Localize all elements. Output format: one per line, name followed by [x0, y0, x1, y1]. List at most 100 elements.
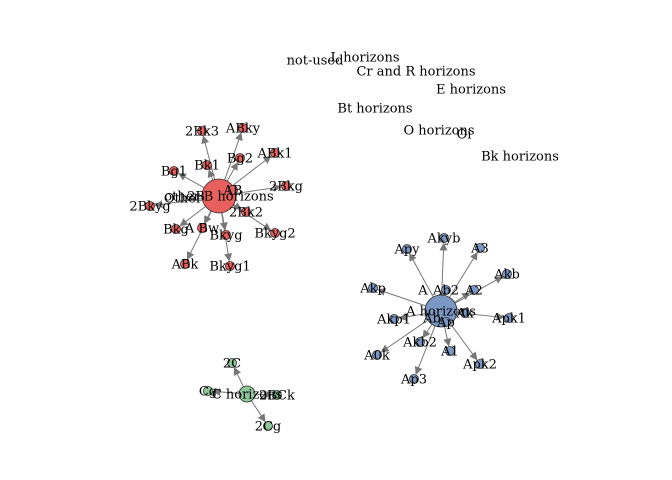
edge-a_hor-to-Apk2 — [450, 323, 478, 361]
node-layer — [145, 123, 514, 431]
edge-c_hor-to-Cg — [212, 387, 240, 396]
edge-a_hor-to-Akyb — [439, 242, 448, 296]
leaf-label-Apy: Apy — [393, 243, 420, 258]
leaf-node-A3 — [475, 243, 485, 253]
leaf-node-2Bkg — [281, 181, 291, 191]
leaf-label-Akb: Akb — [493, 268, 520, 283]
leaf-label-Akp: Akp — [359, 282, 386, 297]
leaf-label-A2: A2 — [464, 284, 483, 299]
edge-a_hor-to-A2 — [454, 292, 471, 303]
leaf-label-ABw: A Bw — [184, 222, 219, 237]
leaf-label-Ap3: Ap3 — [400, 373, 427, 388]
leaf-node-ABw — [197, 223, 207, 233]
leaf-label-Apk1: Apk1 — [491, 312, 526, 327]
edge-other_b-to-Bg2 — [226, 161, 238, 182]
leaf-node-2Cg — [263, 421, 273, 431]
edge-c_hor-to-2C — [233, 367, 244, 388]
leaf-label-Bg2: Bg2 — [227, 152, 253, 167]
edge-other_b-to-2Bk2 — [233, 202, 243, 210]
overlap-label-a_ab: Ab — [422, 312, 441, 327]
leaf-node-Bg2 — [235, 153, 245, 163]
leaf-node-2Bkyg — [145, 201, 155, 211]
leaf-node-Apy — [402, 244, 412, 254]
leaf-label-Akyb: Akyb — [427, 232, 461, 247]
isolated-node-label-o_hor: O horizons — [403, 124, 474, 139]
edge-a_hor-to-A3 — [448, 251, 478, 298]
leaf-node-A2 — [469, 285, 479, 295]
edge-a_hor-to-Akp1 — [398, 312, 426, 321]
edge-a_hor-to-Ap3 — [414, 325, 436, 375]
hub-node-other_b — [201, 178, 237, 214]
leaf-label-Apk2: Apk2 — [462, 358, 497, 373]
leaf-label-Bkyg2: Bkyg2 — [254, 227, 295, 242]
isolated-node-label-bt_hor: Bt horizons — [337, 102, 412, 117]
edge-a_hor-to-Apy — [409, 252, 434, 298]
leaf-node-Ap — [441, 317, 451, 327]
leaf-node-A0k — [372, 350, 382, 360]
leaf-node-2Bk3 — [197, 126, 207, 136]
isolated-node-label-bk_hor: Bk horizons — [481, 150, 559, 165]
isolated-node-label-cr_r: Cr and R horizons — [356, 65, 475, 80]
edge-c_hor-to-2Ck — [254, 390, 273, 399]
leaf-node-Apk1 — [504, 313, 514, 323]
edge-other_b-to-2Bkyg — [154, 197, 203, 209]
leaf-node-Akp1 — [389, 314, 399, 324]
leaf-node-Cg — [203, 386, 213, 396]
leaf-node-Bkg — [171, 224, 181, 234]
leaf-node-Bkyg2 — [270, 228, 280, 238]
overlap-label-other_tag: Other — [164, 192, 203, 207]
edge-a_hor-to-Akp — [377, 288, 427, 307]
leaf-label-Ab2: Ab2 — [432, 284, 459, 299]
leaf-node-Apk2 — [475, 359, 485, 369]
leaf-node-Ak — [460, 308, 470, 318]
leaf-node-Bkyg1 — [225, 261, 235, 271]
leaf-node-Bk1 — [202, 160, 212, 170]
leaf-node-Akyb — [439, 233, 449, 243]
leaf-label-2Cg: 2Cg — [255, 420, 282, 435]
edge-a_hor-to-Akb2 — [422, 323, 433, 339]
leaf-label-Bk1: Bk1 — [194, 159, 220, 174]
leaf-label-ABk: ABk — [171, 258, 199, 273]
leaf-label-Ap: Ap — [436, 316, 455, 331]
leaf-node-ABky — [238, 123, 248, 133]
leaf-label-Bkyg: Bkyg — [209, 229, 242, 244]
overlap-label-a_small: A — [417, 284, 428, 299]
leaf-node-ABk1 — [270, 148, 280, 158]
leaf-node-Bg1 — [169, 166, 179, 176]
edge-other_b-to-ABk1 — [232, 155, 272, 187]
edge-other_b-to-ABk — [187, 210, 212, 260]
leaf-label-2Bk2: 2Bk2 — [229, 206, 263, 221]
leaf-label-2C: 2C — [223, 357, 241, 372]
leaf-node-Akp — [368, 283, 378, 293]
leaf-label-A1: A1 — [440, 345, 459, 360]
leaf-node-A1 — [445, 346, 455, 356]
edge-other_b-to-Bkg — [179, 205, 206, 227]
leaf-node-2C — [227, 358, 237, 368]
leaf-label-AB: AB — [223, 184, 243, 199]
edge-a_hor-to-A0k — [380, 319, 429, 353]
leaf-label-2Ck: 2BCk — [259, 389, 295, 404]
leaf-label-ABky: ABky — [225, 122, 261, 137]
hub-label-other_b: other B horizons — [164, 190, 273, 205]
overlap-label-2B_tag: 2B — [187, 190, 205, 205]
edge-other_b-to-Bk1 — [207, 169, 216, 181]
leaf-node-2Bk2 — [241, 207, 251, 217]
isolated-node-label-not_used: not-used — [287, 54, 344, 69]
leaf-node-2Ck — [272, 390, 282, 400]
edge-other_b-to-Bkyg2 — [232, 204, 272, 231]
leaf-label-A3: A3 — [470, 242, 489, 257]
leaf-label-Akp1: Akp1 — [376, 313, 411, 328]
leaf-node-Bkyg — [221, 230, 231, 240]
edge-other_b-to-Bg1 — [177, 173, 205, 189]
leaf-label-2Bkg: 2Bkg — [269, 180, 303, 195]
edge-c_hor-to-2Cg — [250, 400, 266, 423]
leaf-label-A0k: A0k — [363, 349, 390, 364]
leaf-label-Ak: Ak — [455, 307, 473, 322]
leaf-label-ABk1: ABk1 — [256, 147, 292, 162]
label-layer: other B horizons 2Bk3 ABky Bg2 ABk1 Bg1 Bk1 2Bk… — [129, 51, 559, 435]
hub-label-a_hor: A horizons — [405, 305, 476, 320]
isolated-node-label-l_hor: L horizons — [330, 51, 399, 66]
edge-other_b-to-2Bkg — [235, 183, 282, 194]
leaf-label-2Bkyg: 2Bkyg — [129, 200, 170, 215]
